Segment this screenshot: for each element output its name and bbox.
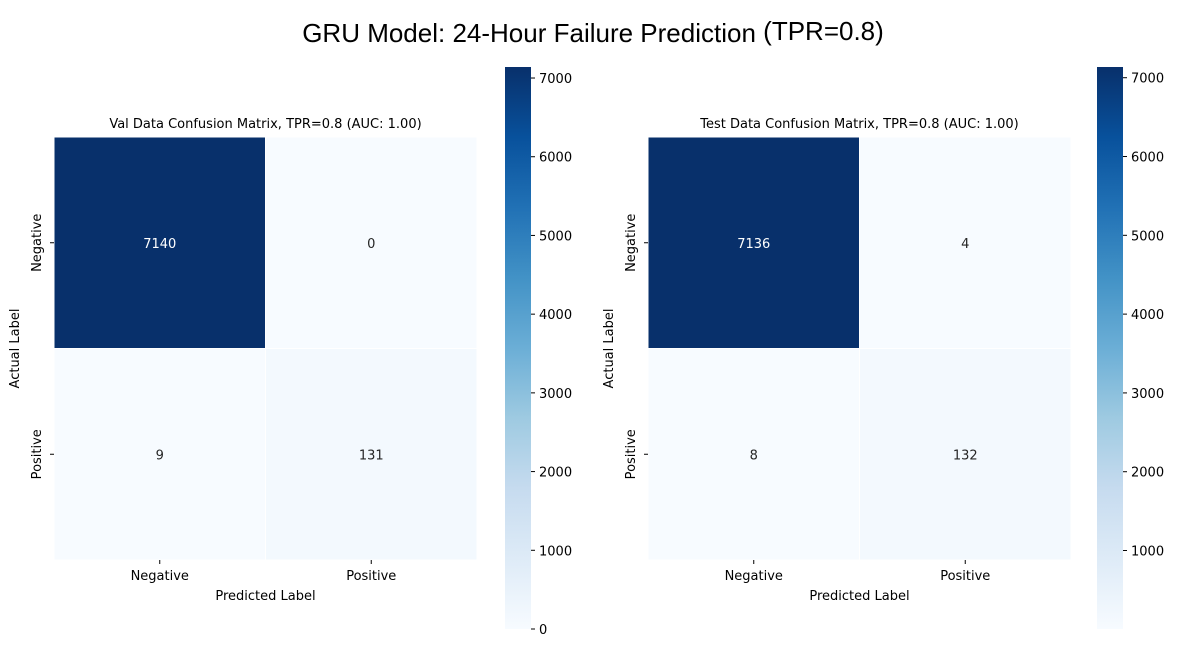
heatmap-cell [53, 136, 266, 349]
colorbar-tick-label: 7000 [539, 72, 572, 87]
heatmap-cell [53, 348, 266, 561]
x-axis-label: Predicted Label [215, 589, 315, 604]
confusion-matrix-panel-1: Val Data Confusion Matrix, TPR=0.8 (AUC:… [8, 67, 572, 638]
cell-value-label: 7140 [143, 237, 176, 252]
colorbar-tick-label: 3000 [539, 387, 572, 402]
cell-value-label: 132 [953, 448, 978, 463]
colorbar-tick-label: 6000 [539, 151, 572, 166]
x-tick-label: Positive [346, 569, 396, 584]
colorbar-tick-label: 3000 [1131, 387, 1164, 402]
heatmap-cell [859, 348, 1072, 561]
confusion-matrix-panel-2: Test Data Confusion Matrix, TPR=0.8 (AUC… [602, 67, 1164, 629]
colorbar-tick-label: 2000 [1131, 466, 1164, 481]
heatmap-cell [265, 136, 478, 349]
colorbar-tick-label: 7000 [1131, 72, 1164, 87]
x-tick-label: Positive [940, 569, 990, 584]
panels: Val Data Confusion Matrix, TPR=0.8 (AUC:… [8, 67, 1164, 638]
colorbar-tick-label: 5000 [1131, 229, 1164, 244]
y-tick-label: Positive [624, 429, 639, 479]
figure-title-main: GRU Model: 24-Hour Failure Prediction [302, 18, 756, 48]
heatmap-cell [647, 348, 860, 561]
x-tick-label: Negative [131, 569, 189, 584]
panel-title: Val Data Confusion Matrix, TPR=0.8 (AUC:… [109, 117, 421, 132]
y-tick-label: Negative [30, 214, 45, 272]
colorbar-tick-label: 0 [539, 623, 547, 638]
colorbar-tick-label: 2000 [539, 466, 572, 481]
cell-value-label: 0 [367, 237, 375, 252]
y-axis-label: Actual Label [602, 309, 617, 389]
colorbar-tick-label: 5000 [539, 229, 572, 244]
cell-value-label: 7136 [737, 237, 770, 252]
figure-title-suffix: (TPR=0.8) [763, 16, 884, 46]
cell-value-label: 131 [359, 448, 384, 463]
colorbar-tick-label: 1000 [1131, 545, 1164, 560]
y-axis-label: Actual Label [8, 309, 23, 389]
colorbar-tick-label: 4000 [539, 308, 572, 323]
cell-value-label: 4 [961, 237, 969, 252]
figure-title: GRU Model: 24-Hour Failure Prediction (T… [302, 16, 884, 48]
panel-title: Test Data Confusion Matrix, TPR=0.8 (AUC… [699, 117, 1019, 132]
colorbar [1097, 67, 1123, 629]
colorbar-tick-label: 1000 [539, 544, 572, 559]
cell-value-label: 8 [750, 448, 758, 463]
heatmap-cell [265, 348, 478, 561]
y-tick-label: Positive [30, 429, 45, 479]
x-axis-label: Predicted Label [809, 589, 909, 604]
colorbar-tick-label: 4000 [1131, 308, 1164, 323]
cell-value-label: 9 [156, 448, 164, 463]
colorbar [505, 67, 531, 629]
y-tick-label: Negative [624, 214, 639, 272]
heatmap-cell [647, 136, 860, 349]
x-tick-label: Negative [725, 569, 783, 584]
colorbar-tick-label: 6000 [1131, 151, 1164, 166]
